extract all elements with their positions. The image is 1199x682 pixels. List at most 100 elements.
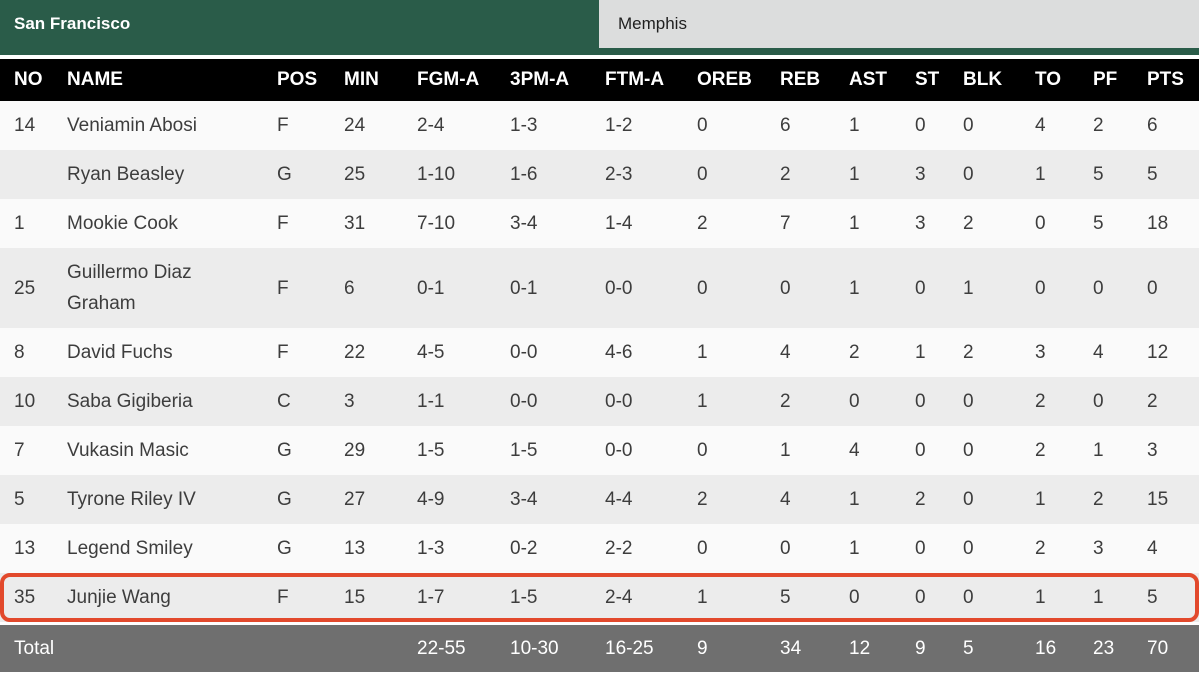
- table-row[interactable]: 13 Legend Smiley G 13 1-3 0-2 2-2 0 0 1 0 0 2 3 4: [0, 524, 1199, 573]
- cell-ftm-a: 1-4: [605, 213, 633, 234]
- cell-pts: 12: [1147, 342, 1169, 363]
- cell-min: 6: [344, 277, 355, 299]
- cell-ast: 1: [849, 538, 860, 559]
- tab-memphis-label: Memphis: [618, 14, 687, 33]
- cell-3pm-a: 1-3: [510, 115, 538, 136]
- cell-reb: 4: [780, 489, 791, 510]
- cell-ast: 1: [849, 277, 860, 299]
- cell-3pm-a: 1-6: [510, 164, 538, 185]
- table-row[interactable]: 7 Vukasin Masic G 29 1-5 1-5 0-0 0 1 4 0 0 2 1 3: [0, 426, 1199, 475]
- cell-to: 1: [1035, 587, 1046, 608]
- cell-no: 8: [14, 342, 25, 363]
- cell-min: 13: [344, 538, 366, 559]
- cell-pos: G: [277, 489, 292, 510]
- cell-st: 0: [915, 391, 926, 412]
- cell-to: 2: [1035, 538, 1046, 559]
- cell-name: Guillermo Diaz Graham: [67, 262, 192, 314]
- cell-st: 2: [915, 489, 926, 510]
- cell-ast: 1: [849, 213, 860, 234]
- cell-3pm-a: 3-4: [510, 213, 538, 234]
- cell-ftm-a: 1-2: [605, 115, 633, 136]
- cell-oreb: 0: [697, 277, 708, 299]
- column-header-oreb: OREB: [697, 69, 752, 90]
- cell-name: Tyrone Riley IV: [67, 489, 196, 510]
- cell-st: 0: [915, 115, 926, 136]
- cell-fgm-a: 1-3: [417, 538, 445, 559]
- column-header-ftm-a: FTM-A: [605, 69, 665, 90]
- cell-pos: F: [277, 587, 289, 608]
- cell-reb: 7: [780, 213, 791, 234]
- cell-pts: 15: [1147, 489, 1169, 510]
- column-header-to: TO: [1035, 69, 1062, 90]
- cell-to: 2: [1035, 391, 1046, 412]
- cell-no: 13: [14, 538, 36, 559]
- cell-pts: 0: [1147, 277, 1158, 299]
- cell-pf: 5: [1093, 164, 1104, 185]
- cell-pf: 4: [1093, 342, 1104, 363]
- cell-3pm-a: 0-0: [510, 342, 538, 363]
- cell-ftm-a: 2-3: [605, 164, 633, 185]
- cell-pf: 1: [1093, 587, 1104, 608]
- cell-pts: 18: [1147, 213, 1169, 234]
- cell-reb: 5: [780, 587, 791, 608]
- table-row[interactable]: 5 Tyrone Riley IV G 27 4-9 3-4 4-4 2 4 1 2 0 1 2 15: [0, 475, 1199, 524]
- column-header-pts: PTS: [1147, 69, 1184, 90]
- cell-fgm-a: 4-9: [417, 489, 445, 510]
- cell-no: 25: [14, 277, 36, 299]
- total-no: Total: [14, 638, 55, 659]
- cell-no: 10: [14, 391, 36, 412]
- cell-oreb: 0: [697, 164, 708, 185]
- tab-san-francisco[interactable]: San Francisco: [0, 0, 599, 48]
- cell-reb: 2: [780, 391, 791, 412]
- cell-blk: 2: [963, 342, 974, 363]
- cell-pos: C: [277, 391, 291, 412]
- table-row[interactable]: Ryan Beasley G 25 1-10 1-6 2-3 0 2 1 3 0 1 5 5: [0, 150, 1199, 199]
- cell-pf: 2: [1093, 489, 1104, 510]
- cell-min: 3: [344, 391, 355, 412]
- cell-blk: 0: [963, 587, 974, 608]
- cell-pos: G: [277, 164, 292, 185]
- cell-ftm-a: 2-4: [605, 587, 633, 608]
- total-st: 9: [915, 638, 926, 659]
- cell-fgm-a: 1-1: [417, 391, 445, 412]
- cell-to: 1: [1035, 164, 1046, 185]
- cell-ast: 2: [849, 342, 860, 363]
- cell-min: 25: [344, 164, 366, 185]
- cell-oreb: 0: [697, 115, 708, 136]
- table-row[interactable]: 14 Veniamin Abosi F 24 2-4 1-3 1-2 0 6 1 0 0 4 2 6: [0, 101, 1199, 150]
- cell-ast: 0: [849, 587, 860, 608]
- cell-fgm-a: 1-5: [417, 440, 445, 461]
- cell-blk: 0: [963, 164, 974, 185]
- cell-name: Ryan Beasley: [67, 164, 185, 185]
- table-row[interactable]: 35 Junjie Wang F 15 1-7 1-5 2-4 1 5 0 0 0 1 1 5: [0, 573, 1199, 622]
- cell-fgm-a: 1-10: [417, 164, 456, 185]
- cell-st: 0: [915, 440, 926, 461]
- cell-3pm-a: 1-5: [510, 587, 538, 608]
- table-total-row: Total 22-55 10-30 16-25 9 34 12 9 5 16 23 70: [0, 625, 1199, 672]
- cell-pf: 3: [1093, 538, 1104, 559]
- cell-pos: F: [277, 277, 289, 299]
- total-to: 16: [1035, 638, 1057, 659]
- cell-to: 0: [1035, 213, 1046, 234]
- table-row[interactable]: 25 Guillermo Diaz Graham F 6 0-1 0-1 0-0 0 0 1 0 1 0…: [0, 248, 1199, 328]
- tab-memphis[interactable]: Memphis: [599, 0, 1199, 48]
- cell-no: 7: [14, 440, 25, 461]
- cell-ftm-a: 0-0: [605, 440, 633, 461]
- cell-st: 3: [915, 164, 926, 185]
- table-row[interactable]: 8 David Fuchs F 22 4-5 0-0 4-6 1 4 2 1 2 3 4 12: [0, 328, 1199, 377]
- cell-pos: F: [277, 342, 289, 363]
- cell-pts: 3: [1147, 440, 1158, 461]
- table-row[interactable]: 10 Saba Gigiberia C 3 1-1 0-0 0-0 1 2 0 0 0 2 0 2: [0, 377, 1199, 426]
- cell-st: 0: [915, 587, 926, 608]
- cell-ast: 1: [849, 115, 860, 136]
- cell-name: David Fuchs: [67, 342, 173, 363]
- cell-name: Legend Smiley: [67, 538, 193, 559]
- column-header-pos: POS: [277, 69, 318, 90]
- total-oreb: 9: [697, 638, 708, 659]
- cell-pf: 2: [1093, 115, 1104, 136]
- cell-oreb: 2: [697, 489, 708, 510]
- cell-to: 1: [1035, 489, 1046, 510]
- tab-san-francisco-label: San Francisco: [14, 14, 131, 33]
- column-header-st: ST: [915, 69, 940, 90]
- table-row[interactable]: 1 Mookie Cook F 31 7-10 3-4 1-4 2 7 1 3 2 0 5 18: [0, 199, 1199, 248]
